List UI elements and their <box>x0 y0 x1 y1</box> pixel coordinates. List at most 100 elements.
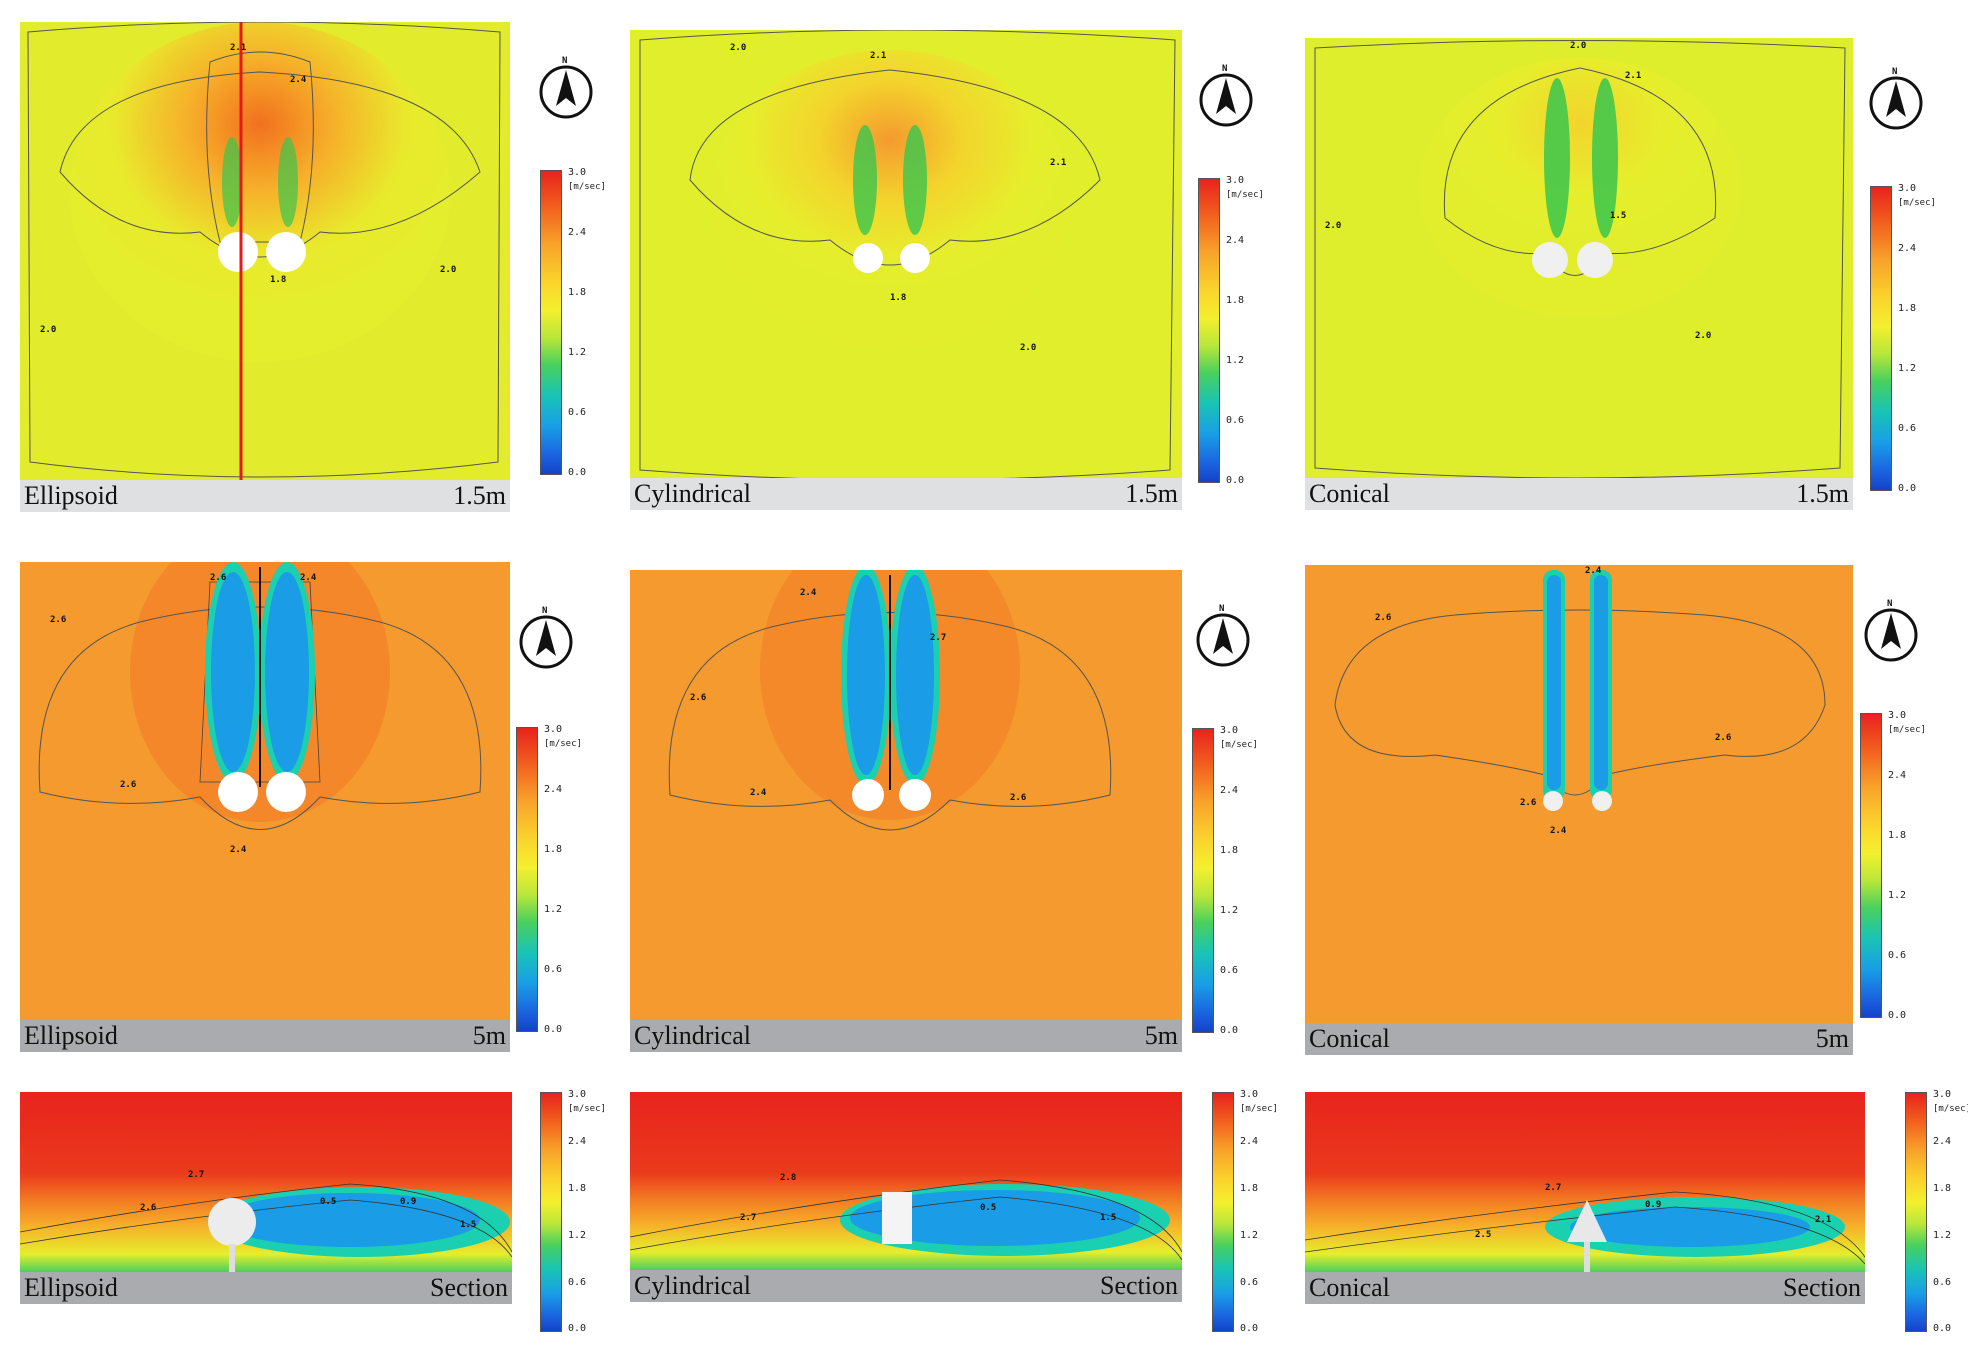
level-label: 5m <box>1815 1024 1849 1053</box>
svg-text:2.6: 2.6 <box>120 780 136 790</box>
colorbar: 3.0 [m/sec] 2.4 1.8 1.2 0.6 0.0 <box>1870 184 1940 494</box>
colorbar: 3.0 [m/sec] 2.4 1.8 1.2 0.6 0.0 <box>1860 711 1930 1021</box>
panel-caption: Ellipsoid Section <box>20 1272 512 1304</box>
contour-label: 2.4 <box>290 75 307 85</box>
shape-label: Cylindrical <box>634 479 751 508</box>
svg-text:1.5: 1.5 <box>1610 211 1626 221</box>
svg-text:2.0: 2.0 <box>1695 331 1711 341</box>
panel-ellipsoid-5m: 2.6 2.6 2.4 2.6 2.4 Ellipsoid 5m N 3.0 [… <box>20 562 620 1057</box>
colorbar: 3.0 [m/sec] 2.4 1.8 1.2 0.6 0.0 <box>540 1090 610 1334</box>
shape-label: Ellipsoid <box>24 481 118 510</box>
level-label: 5m <box>1144 1021 1178 1050</box>
north-arrow-icon: N <box>518 602 574 672</box>
shape-label: Ellipsoid <box>24 1021 118 1050</box>
svg-text:2.6: 2.6 <box>1520 798 1536 808</box>
colorbar: 3.0 [m/sec] 2.4 1.8 1.2 0.6 0.0 <box>1192 726 1262 1036</box>
svg-text:0.9: 0.9 <box>400 1197 416 1207</box>
panel-caption: Ellipsoid 5m <box>20 1020 510 1052</box>
svg-text:2.4: 2.4 <box>1550 826 1567 836</box>
svg-text:N: N <box>1219 604 1224 614</box>
panel-cylindrical-section: 2.8 2.7 0.5 1.5 Cylindrical Section 3.0 … <box>630 1090 1278 1342</box>
svg-text:2.7: 2.7 <box>930 633 946 643</box>
panel-caption: Cylindrical 1.5m <box>630 478 1182 510</box>
colorbar: 3.0 [m/sec] 2.4 1.8 1.2 0.6 0.0 <box>1905 1090 1968 1334</box>
shape-label: Cylindrical <box>634 1271 751 1300</box>
svg-text:2.6: 2.6 <box>210 573 226 583</box>
svg-text:N: N <box>542 606 547 616</box>
colorbar: 3.0 [m/sec] 2.4 1.8 1.2 0.6 0.0 <box>1212 1090 1278 1334</box>
level-label: 1.5m <box>1125 479 1178 508</box>
svg-text:2.6: 2.6 <box>1375 613 1391 623</box>
svg-text:2.7: 2.7 <box>188 1170 204 1180</box>
svg-text:1.5: 1.5 <box>1100 1213 1116 1223</box>
svg-text:2.0: 2.0 <box>730 43 746 53</box>
panel-conical-section: 2.7 2.5 0.9 2.1 Conical Section 3.0 [m/s… <box>1305 1090 1968 1342</box>
level-label: 1.5m <box>1796 479 1849 508</box>
panel-conical-5m: 2.6 2.4 2.6 2.6 2.4 Conical 5m N 3.0 [m/… <box>1305 565 1960 1060</box>
svg-text:2.0: 2.0 <box>1020 343 1036 353</box>
panel-caption: Conical 1.5m <box>1305 478 1853 510</box>
north-arrow-icon: N <box>1195 600 1251 670</box>
panel-caption: Cylindrical 5m <box>630 1020 1182 1052</box>
svg-text:0.9: 0.9 <box>1645 1200 1661 1210</box>
wind-field-plot: 2.4 2.7 2.6 2.4 2.6 <box>630 570 1182 1022</box>
svg-text:2.5: 2.5 <box>1475 1230 1491 1240</box>
svg-text:2.4: 2.4 <box>1585 566 1602 576</box>
svg-text:2.4: 2.4 <box>230 845 247 855</box>
colorbar: 3.0 [m/sec] 2.4 1.8 1.2 0.6 0.0 <box>1198 176 1268 486</box>
svg-text:0.5: 0.5 <box>320 1197 336 1207</box>
contour-label: 1.8 <box>270 275 286 285</box>
level-label: Section <box>1100 1271 1178 1300</box>
colorbar: 3.0 [m/sec] 2.4 1.8 1.2 0.6 0.0 <box>540 168 610 478</box>
wind-field-plot: 2.0 2.1 2.0 2.0 1.5 <box>1305 38 1853 478</box>
svg-text:N: N <box>1222 64 1227 74</box>
svg-text:N: N <box>1887 599 1892 609</box>
svg-text:2.7: 2.7 <box>1545 1183 1561 1193</box>
panel-cylindrical-5m: 2.4 2.7 2.6 2.4 2.6 Cylindrical 5m N 3.0… <box>630 570 1270 1060</box>
shape-label: Conical <box>1309 1273 1390 1302</box>
shape-label: Conical <box>1309 1024 1390 1053</box>
wind-section-plot: 2.8 2.7 0.5 1.5 <box>630 1092 1182 1270</box>
svg-text:2.0: 2.0 <box>1325 221 1341 231</box>
wind-section-plot: 2.7 2.6 0.5 0.9 1.5 <box>20 1092 512 1272</box>
panel-cylindrical-1-5m: 2.0 2.1 2.1 2.0 1.8 Cylindrical 1.5m N 3… <box>630 30 1270 520</box>
svg-text:2.4: 2.4 <box>800 588 817 598</box>
svg-text:2.8: 2.8 <box>780 1173 796 1183</box>
svg-text:2.1: 2.1 <box>1815 1215 1831 1225</box>
level-label: 5m <box>472 1021 506 1050</box>
svg-text:2.1: 2.1 <box>870 51 886 61</box>
shape-label: Conical <box>1309 479 1390 508</box>
svg-text:2.6: 2.6 <box>50 615 66 625</box>
contour-label: 2.0 <box>40 325 56 335</box>
north-arrow-icon: N <box>1198 60 1254 130</box>
panel-caption: Conical Section <box>1305 1272 1865 1304</box>
north-arrow-icon: N <box>538 52 594 122</box>
svg-text:0.5: 0.5 <box>980 1203 996 1213</box>
wind-section-plot: 2.7 2.5 0.9 2.1 <box>1305 1092 1865 1272</box>
panel-ellipsoid-section: 2.7 2.6 0.5 0.9 1.5 Ellipsoid Section 3.… <box>20 1090 620 1342</box>
svg-text:2.6: 2.6 <box>140 1203 156 1213</box>
level-label: Section <box>1783 1273 1861 1302</box>
level-label: Section <box>430 1273 508 1302</box>
svg-text:2.4: 2.4 <box>300 573 317 583</box>
wind-field-plot: 2.1 2.4 2.0 1.8 2.0 <box>20 22 510 480</box>
panel-caption: Ellipsoid 1.5m <box>20 480 510 512</box>
north-arrow-icon: N <box>1863 595 1919 665</box>
panel-caption: Conical 5m <box>1305 1023 1853 1055</box>
wind-field-plot: 2.6 2.4 2.6 2.6 2.4 <box>1305 565 1853 1025</box>
svg-text:2.1: 2.1 <box>1625 71 1641 81</box>
svg-text:1.8: 1.8 <box>890 293 906 303</box>
svg-text:N: N <box>562 56 567 66</box>
colorbar: 3.0 [m/sec] 2.4 1.8 1.2 0.6 0.0 <box>516 725 586 1035</box>
panel-ellipsoid-1-5m: 2.1 2.4 2.0 1.8 2.0 Ellipsoid 1.5m N 3.0… <box>20 22 620 517</box>
contour-label: 2.1 <box>230 43 246 53</box>
wind-field-plot: 2.0 2.1 2.1 2.0 1.8 <box>630 30 1182 480</box>
level-label: 1.5m <box>453 481 506 510</box>
shape-label: Ellipsoid <box>24 1273 118 1302</box>
contour-label: 2.0 <box>440 265 456 275</box>
svg-text:2.6: 2.6 <box>690 693 706 703</box>
panel-conical-1-5m: 2.0 2.1 2.0 2.0 1.5 Conical 1.5m N 3.0 [… <box>1305 38 1960 520</box>
shape-label: Cylindrical <box>634 1021 751 1050</box>
svg-text:1.5: 1.5 <box>460 1220 476 1230</box>
svg-text:2.1: 2.1 <box>1050 158 1066 168</box>
